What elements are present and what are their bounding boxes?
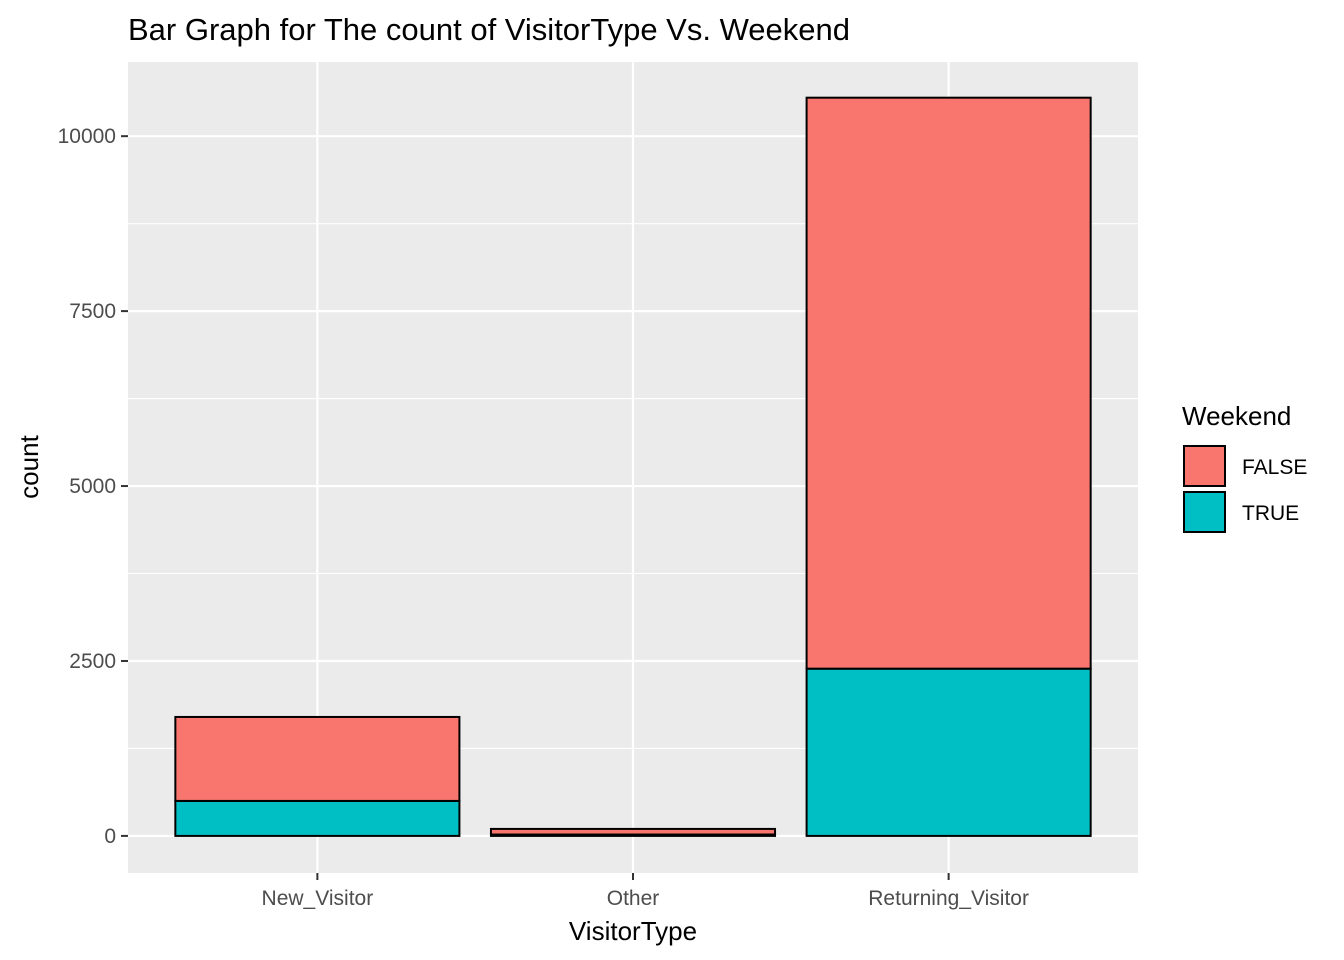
y-axis-title: count xyxy=(14,434,44,498)
bar-new-visitor-false xyxy=(174,715,461,802)
x-axis-title: VisitorType xyxy=(569,916,697,946)
legend-title: Weekend xyxy=(1182,401,1291,431)
y-tick-label: 5000 xyxy=(69,475,116,498)
legend-swatch-false xyxy=(1183,445,1226,487)
y-tick-label: 0 xyxy=(104,825,116,848)
legend-label-true: TRUE xyxy=(1242,502,1299,525)
legend-items: FALSE TRUE xyxy=(1183,445,1307,533)
chart-title: Bar Graph for The count of VisitorType V… xyxy=(128,12,850,47)
y-tick-label: 7500 xyxy=(69,300,116,323)
bar-returning-visitor-true xyxy=(805,667,1092,837)
x-tick-label: Other xyxy=(607,887,660,910)
bar-returning-visitor-false xyxy=(805,96,1092,670)
legend: Weekend FALSE TRUE xyxy=(1182,401,1307,533)
x-tick-label: New_Visitor xyxy=(262,887,374,910)
bar-other-false xyxy=(489,827,777,836)
legend-swatch-true xyxy=(1183,491,1226,533)
axes: 0 2500 5000 7500 10000 New_Visitor Other Return… xyxy=(58,125,1029,910)
y-tick-label: 10000 xyxy=(58,125,116,148)
y-tick-label: 2500 xyxy=(69,650,116,673)
x-tick-label: Returning_Visitor xyxy=(868,887,1029,910)
bar-new-visitor-true xyxy=(174,799,461,837)
bars xyxy=(174,96,1092,837)
legend-label-false: FALSE xyxy=(1242,456,1307,479)
